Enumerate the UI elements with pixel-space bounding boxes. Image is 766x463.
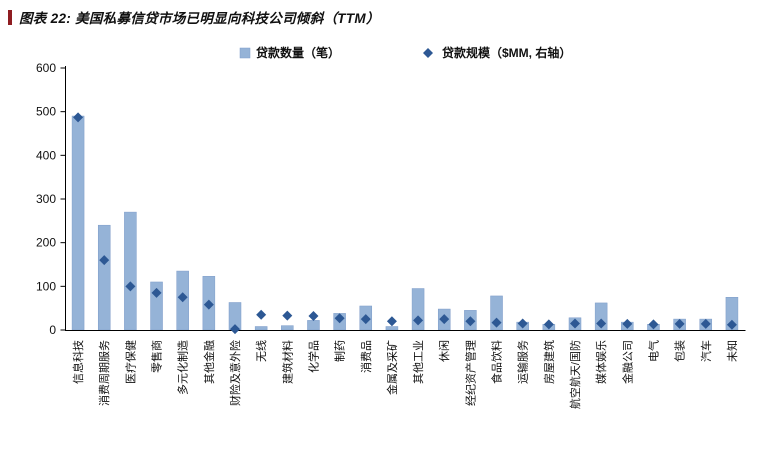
loan-size-marker xyxy=(203,299,214,310)
x-axis-label: 医疗保健 xyxy=(123,340,137,384)
y-axis-label: 400 xyxy=(36,148,56,162)
loan-size-marker xyxy=(308,311,319,322)
loan-size-marker xyxy=(177,292,188,303)
y-axis-label: 200 xyxy=(36,236,56,250)
loan-size-marker xyxy=(386,316,397,327)
x-axis-label: 食品饮料 xyxy=(490,340,504,384)
loan-size-marker xyxy=(282,310,293,321)
x-axis-label: 零售商 xyxy=(150,340,164,373)
loan-size-marker xyxy=(439,314,450,325)
loan-size-marker xyxy=(674,318,685,329)
x-axis-label: 休闲 xyxy=(437,340,451,362)
legend-label-loan-count: 贷款数量（笔） xyxy=(256,45,340,60)
x-axis-label: 包装 xyxy=(674,340,687,362)
loan-count-bar xyxy=(71,115,85,331)
loan-size-marker xyxy=(570,318,580,329)
x-axis-label: 消费品 xyxy=(359,340,373,373)
x-axis-label: 金融公司 xyxy=(620,340,634,384)
y-axis-label: 300 xyxy=(36,192,56,206)
y-axis-label: 0 xyxy=(49,323,56,337)
loan-size-marker xyxy=(256,309,267,320)
loan-size-marker xyxy=(622,318,633,329)
x-axis-label: 制药 xyxy=(334,340,347,362)
loan-size-marker xyxy=(465,316,476,327)
loan-count-bar xyxy=(124,211,137,331)
x-axis-label: 汽车 xyxy=(699,340,713,362)
chart-canvas: 0 100 200 300 400 500 600 信息科技 消费周期服务 医疗保健 零售商 多元化制… xyxy=(36,45,746,409)
loan-size-marker xyxy=(360,314,371,325)
x-axis-label: 未知 xyxy=(725,340,739,362)
loan-size-marker xyxy=(491,317,502,328)
x-axis-label: 化学品 xyxy=(306,340,320,373)
x-axis-label: 航空航天/国防 xyxy=(568,340,582,409)
loan-size-marker xyxy=(517,318,528,329)
y-axis-label: 600 xyxy=(36,61,56,75)
legend-swatch-diamond xyxy=(423,48,433,58)
x-axis-label: 消费周期服务 xyxy=(97,340,111,406)
y-axis-label: 500 xyxy=(36,105,56,119)
x-axis-label: 经纪资产管理 xyxy=(463,340,477,406)
loan-size-marker xyxy=(413,315,424,326)
loan-size-marker xyxy=(648,319,659,330)
loan-size-marker xyxy=(700,318,711,329)
x-axis-label: 多元化制造 xyxy=(176,340,190,395)
loan-size-marker xyxy=(726,319,737,330)
loan-size-marker xyxy=(543,319,554,330)
x-axis-label: 房屋建筑 xyxy=(542,340,556,384)
x-axis-label: 其他金融 xyxy=(202,340,216,384)
loan-count-bar xyxy=(307,320,320,331)
y-axis-label: 100 xyxy=(36,279,56,293)
figure-title-row: 图表 22: 美国私募信贷市场已明显向科技公司倾斜（TTM） xyxy=(8,7,380,27)
x-axis-label: 信息科技 xyxy=(71,340,85,384)
x-axis-label: 金属及采矿 xyxy=(385,340,399,395)
legend-label-loan-size: 贷款规模（$MM, 右轴） xyxy=(442,45,571,60)
x-axis-label: 电气 xyxy=(646,340,660,362)
legend-swatch-bar xyxy=(239,47,251,59)
x-axis-label: 媒体娱乐 xyxy=(594,340,608,384)
loan-size-marker xyxy=(151,287,162,298)
loan-size-marker xyxy=(73,112,84,123)
loan-size-marker xyxy=(125,281,136,292)
x-axis-label: 运输服务 xyxy=(516,340,530,384)
x-axis-label: 无线 xyxy=(254,340,268,362)
x-axis-label: 财险及意外险 xyxy=(228,340,242,406)
loan-size-marker xyxy=(596,318,607,329)
loan-count-bar xyxy=(97,224,111,331)
loan-size-marker xyxy=(334,313,345,324)
loan-count-bar xyxy=(385,326,399,331)
loan-size-marker xyxy=(230,324,240,335)
x-axis-label: 其他工业 xyxy=(412,340,425,384)
title-accent-bar xyxy=(8,9,12,25)
page-title: 图表 22: 美国私募信贷市场已明显向科技公司倾斜（TTM） xyxy=(19,11,380,26)
loan-count-bar xyxy=(254,326,268,331)
loan-count-bar xyxy=(281,325,294,331)
x-axis-label: 建筑材料 xyxy=(280,340,294,384)
loan-size-marker xyxy=(99,255,110,266)
